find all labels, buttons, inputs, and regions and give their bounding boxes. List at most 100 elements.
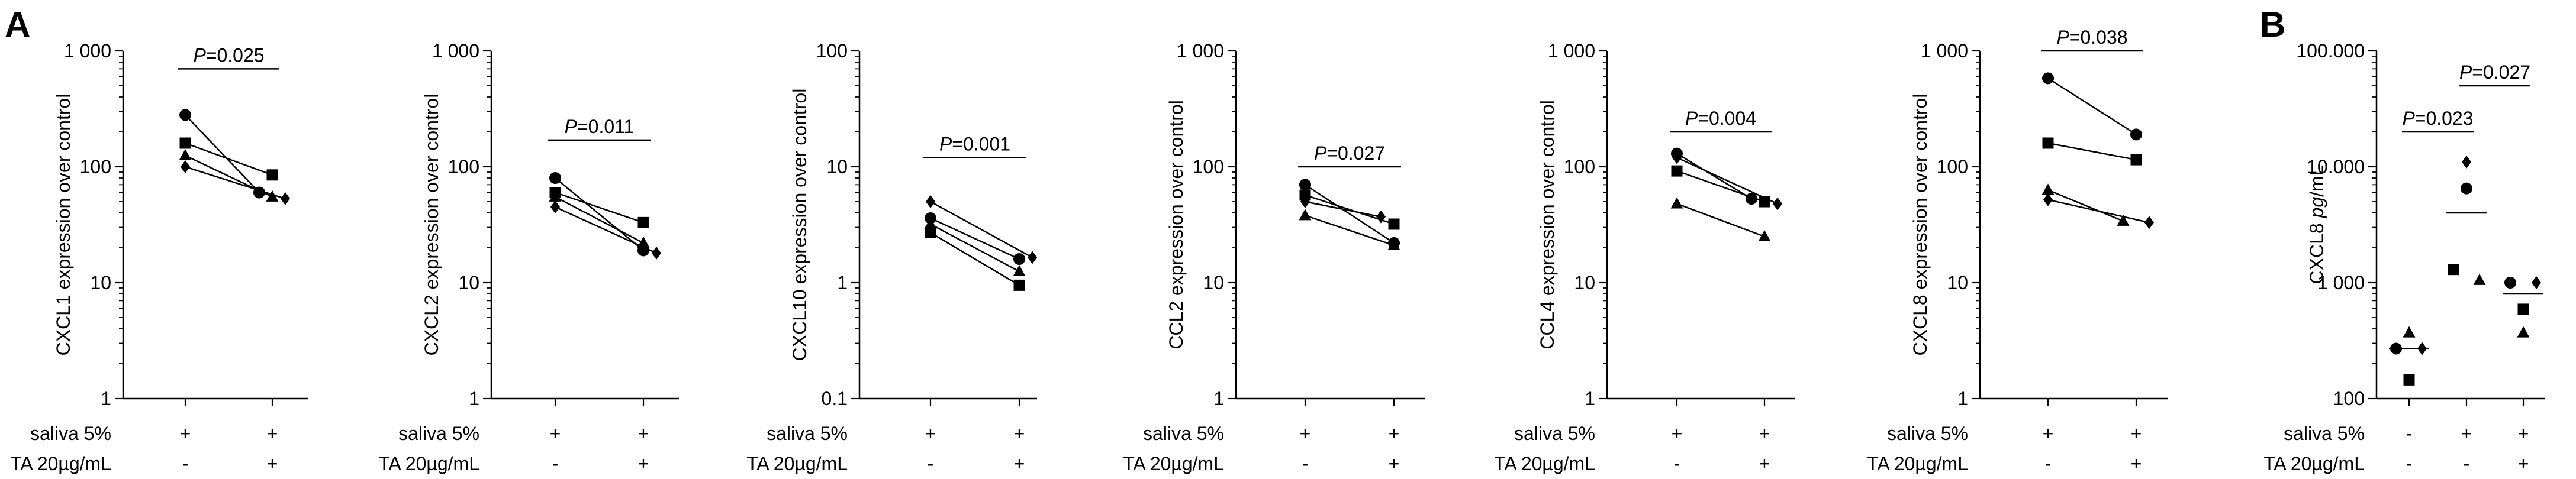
point-square-untreated (179, 137, 191, 149)
condition-ta-symbol: + (1014, 453, 1025, 474)
point-square (2517, 303, 2529, 315)
y-tick-label: 100 (1193, 156, 1224, 177)
point-diamond-treated (1028, 251, 1037, 264)
point-square-untreated (1299, 189, 1311, 201)
point-circle-untreated (2042, 72, 2054, 85)
condition-ta-symbol: - (2464, 453, 2470, 474)
row-label-ta: TA 20µg/mL (1867, 453, 1968, 474)
point-diamond-treated (652, 246, 661, 260)
chart-cxcl2: 1 10 100 1 000 CXCL2 expression over control… (378, 40, 679, 474)
point-diamond-untreated (926, 195, 935, 209)
point-triangle-treated (266, 190, 279, 202)
paired-line-triangle (930, 223, 1020, 273)
point-triangle (2403, 326, 2416, 338)
row-label-saliva: saliva 5% (2284, 423, 2365, 444)
point-triangle-untreated (179, 149, 192, 161)
condition-saliva-symbol: - (2406, 423, 2413, 444)
condition-ta-symbol: - (1302, 453, 1309, 474)
point-triangle-treated (1758, 230, 1771, 242)
point-circle-untreated (1299, 179, 1311, 191)
point-triangle-untreated (1299, 209, 1312, 221)
y-tick-label: 10 (458, 272, 479, 293)
y-tick-label: 1 000 (2317, 272, 2365, 293)
paired-line-triangle (1676, 203, 1765, 238)
p-value-label: P=0.011 (565, 116, 635, 137)
condition-saliva-symbol: + (2518, 423, 2529, 444)
chart-ccl2: 1 10 100 1 000 CCL2 expression over control s… (1123, 40, 1425, 474)
point-square-untreated (925, 226, 936, 238)
chart-cxcl8_pg: 100 1 000 10.000 100.000 CXCL8 pg/mL saliva 5… (2263, 40, 2545, 474)
condition-ta-symbol: - (552, 453, 559, 474)
condition-ta-symbol: - (2045, 453, 2052, 474)
p-value-label: P=0.038 (2056, 27, 2127, 48)
y-tick-label: 1 000 (1177, 40, 1224, 62)
y-axis-label: CXCL1 expression over control (53, 94, 74, 356)
y-tick-label: 10 (826, 156, 848, 177)
y-tick-label: 1 (1213, 388, 1224, 409)
y-tick-label: 1 000 (64, 40, 111, 62)
point-square (2448, 264, 2459, 276)
paired-line-diamond (185, 166, 286, 200)
paired-line-circle (2047, 77, 2137, 135)
panel-label-a: A (5, 5, 30, 44)
point-diamond (2532, 276, 2541, 289)
paired-line-triangle (555, 196, 644, 244)
point-diamond-untreated (550, 200, 560, 213)
point-diamond-treated (281, 192, 290, 206)
row-label-saliva: saliva 5% (767, 423, 848, 444)
condition-saliva-symbol: + (180, 423, 191, 444)
y-axis-label: CXCL10 expression over control (789, 89, 810, 361)
y-tick-label: 100 (448, 156, 479, 177)
y-tick-label: 1 (1585, 388, 1595, 409)
condition-saliva-symbol: + (550, 423, 561, 444)
row-label-saliva: saliva 5% (1143, 423, 1224, 444)
paired-line-square (930, 232, 1020, 286)
row-label-saliva: saliva 5% (398, 423, 479, 444)
point-triangle-treated (2117, 214, 2130, 226)
p-value-label: P=0.027 (2459, 62, 2530, 83)
condition-ta-symbol: + (267, 453, 278, 474)
point-triangle-treated (637, 236, 650, 248)
point-triangle-untreated (1670, 197, 1683, 209)
paired-line-triangle (1305, 215, 1395, 247)
y-tick-label: 100 (816, 40, 848, 62)
point-square-treated (2130, 154, 2142, 166)
condition-ta-symbol: + (638, 453, 649, 474)
p-value-label: P=0.004 (1685, 108, 1756, 129)
y-tick-label: 10.000 (2307, 156, 2365, 177)
condition-ta-symbol: - (182, 453, 189, 474)
paired-line-diamond (2047, 199, 2150, 224)
y-tick-label: 1 000 (432, 40, 479, 62)
chart-cxcl10: 0.1 1 10 100 CXCL10 expression over control s… (746, 40, 1037, 474)
row-label-ta: TA 20µg/mL (1123, 453, 1224, 474)
paired-line-circle (185, 114, 260, 193)
y-tick-label: 10 (90, 272, 111, 293)
point-triangle (2473, 273, 2486, 285)
y-axis-label: CCL2 expression over control (1165, 100, 1187, 349)
y-tick-label: 100 (80, 156, 111, 177)
point-diamond-treated (2144, 216, 2154, 229)
condition-saliva-symbol: + (1672, 423, 1683, 444)
condition-ta-symbol: + (1759, 453, 1770, 474)
row-label-ta: TA 20µg/mL (378, 453, 479, 474)
point-square (2403, 374, 2415, 386)
condition-ta-symbol: - (928, 453, 934, 474)
paired-line-circle (930, 217, 1020, 260)
condition-ta-symbol: + (2518, 453, 2529, 474)
panel-label-b: B (2260, 5, 2285, 44)
y-tick-label: 100.000 (2296, 40, 2365, 62)
paired-line-diamond (555, 206, 657, 254)
paired-line-diamond (1305, 200, 1382, 218)
condition-saliva-symbol: + (2461, 423, 2472, 444)
point-circle-treated (1013, 253, 1025, 265)
point-circle (2504, 277, 2516, 289)
condition-ta-symbol: - (2406, 453, 2413, 474)
point-diamond-untreated (181, 160, 190, 173)
y-tick-label: 0.1 (822, 388, 848, 409)
point-diamond-untreated (1672, 151, 1682, 164)
point-diamond-untreated (2043, 193, 2053, 206)
chart-cxcl1: 1 10 100 1 000 CXCL1 expression over control… (10, 40, 308, 474)
point-square-treated (1759, 196, 1770, 208)
y-tick-label: 100 (2333, 388, 2365, 409)
point-square-treated (637, 216, 649, 228)
